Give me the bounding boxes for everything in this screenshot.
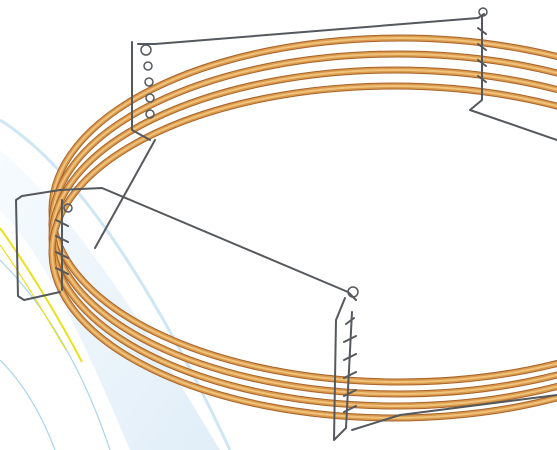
wire-support-front	[333, 286, 557, 441]
coil-turn-3-layer-2	[51, 69, 557, 407]
background-swoosh	[0, 118, 232, 450]
coil-turn-4-layer-2	[51, 85, 557, 419]
coil-turn-2-layer-2	[51, 53, 557, 395]
wire-supports	[15, 7, 557, 441]
wire-support-back-right	[469, 7, 557, 141]
wire-support-left	[15, 187, 357, 301]
coil-turn-1-layer-2	[51, 37, 557, 383]
copper-coil	[48, 34, 557, 422]
